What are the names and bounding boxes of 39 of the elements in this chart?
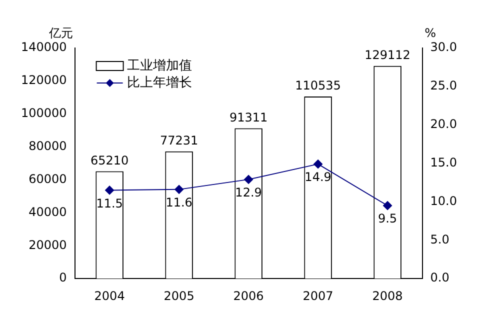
y2-tick-label: 10.0 <box>430 194 457 208</box>
data-label: 129112 <box>364 48 410 62</box>
point <box>105 186 114 195</box>
legend-label: 工业增加值 <box>126 58 192 74</box>
y-tick-label: 40000 <box>28 204 67 219</box>
y2-tick-label: 25.0 <box>430 78 457 93</box>
data-label: 65210 <box>90 153 129 168</box>
y2-tick-label: 0.0 <box>430 270 450 285</box>
data-label: 14.9 <box>304 170 332 184</box>
data-label: 9.5 <box>378 212 398 226</box>
x-tick-label: 2005 <box>164 288 194 303</box>
data-label: 77231 <box>160 134 198 148</box>
x-tick-label: 2004 <box>94 288 125 303</box>
point <box>244 174 254 184</box>
x-tick-label: 2006 <box>233 288 264 303</box>
y2-tick-label: 30.0 <box>430 40 457 54</box>
y-tick-label: 20000 <box>28 238 67 252</box>
y-tick-label: 0 <box>59 270 67 285</box>
y2-tick-label: 15.0 <box>430 155 457 170</box>
y-tick-label: 100000 <box>20 106 67 120</box>
point <box>383 201 392 210</box>
y-tick-label: 120000 <box>20 73 67 88</box>
x-tick-label: 2008 <box>372 288 403 303</box>
data-label: 11.6 <box>166 196 192 210</box>
y-axis-title: 亿元 <box>48 26 73 40</box>
data-label: 12.9 <box>235 186 262 200</box>
y2-tick-label: 20.0 <box>430 116 457 131</box>
data-label: 110535 <box>295 78 341 93</box>
data-label: 11.5 <box>96 196 123 210</box>
x-tick-label: 2007 <box>302 288 334 303</box>
legend-label: 比上年增长 <box>126 75 192 90</box>
y-tick-label: 140000 <box>20 40 67 54</box>
y-tick-label: 80000 <box>28 138 67 153</box>
point <box>314 160 323 169</box>
y-tick-label: 60000 <box>28 172 67 186</box>
y2-axis-title: % <box>424 26 436 40</box>
point <box>174 184 184 194</box>
y2-tick-label: 5.0 <box>430 232 450 246</box>
data-label: 91311 <box>229 110 268 124</box>
